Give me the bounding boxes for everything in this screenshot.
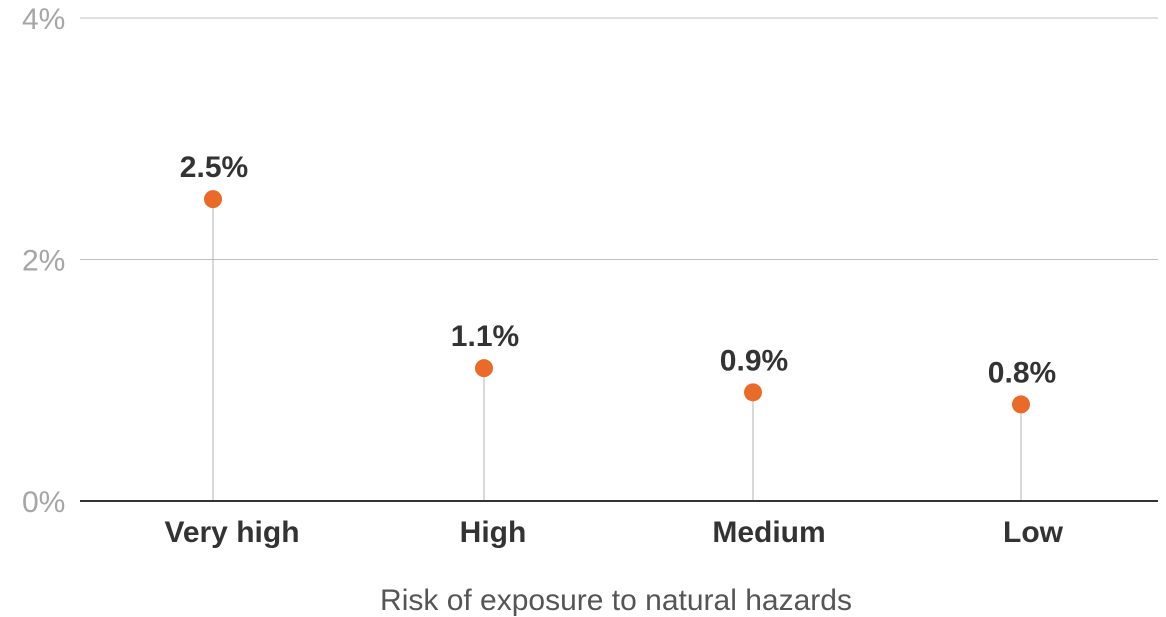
category-label: High	[460, 516, 527, 549]
y-tick-label: 0%	[22, 486, 65, 519]
x-axis-title: Risk of exposure to natural hazards	[380, 584, 852, 617]
data-point	[1012, 395, 1030, 414]
y-axis-ticks: 0% 2% 4%	[22, 3, 65, 519]
data-point	[204, 190, 222, 209]
x-axis-categories: Very high High Medium Low	[164, 516, 1063, 549]
y-tick-label: 4%	[22, 3, 65, 36]
y-tick-label: 2%	[22, 245, 65, 278]
points	[204, 190, 1030, 414]
data-label: 2.5%	[180, 151, 248, 184]
category-label: Low	[1003, 516, 1064, 549]
category-label: Very high	[164, 516, 299, 549]
data-label: 0.8%	[988, 356, 1056, 389]
data-point	[744, 383, 762, 402]
grid-lines	[80, 17, 1158, 260]
category-label: Medium	[712, 516, 825, 549]
data-point	[475, 359, 493, 378]
data-labels: 2.5% 1.1% 0.9% 0.8%	[180, 151, 1056, 389]
stems	[212, 199, 1022, 501]
data-label: 1.1%	[451, 320, 519, 353]
data-label: 0.9%	[720, 344, 788, 377]
